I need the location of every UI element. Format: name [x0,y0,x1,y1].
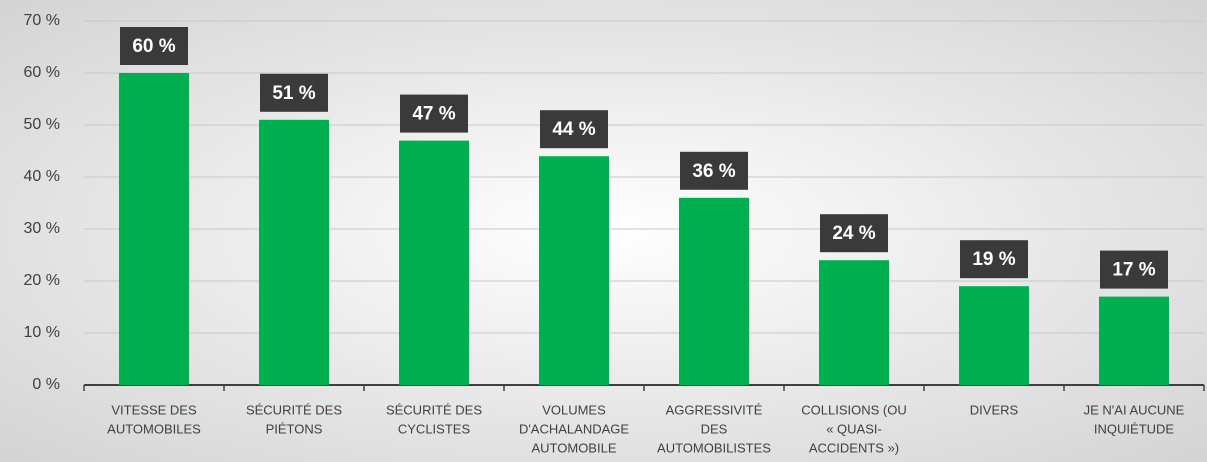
value-label: 19 % [972,249,1015,270]
value-label: 60 % [132,36,175,57]
x-tick-label: ACCIDENTS ») [809,440,899,455]
y-tick-label: 10 % [24,324,60,341]
value-label-box [1100,250,1168,289]
y-tick-label: 40 % [24,168,60,185]
bar [819,260,889,385]
x-tick-label: « QUASI- [826,421,882,436]
x-tick-label: PIÉTONS [266,421,323,436]
x-tick-label: DIVERS [970,402,1019,417]
bar [1099,296,1169,385]
x-tick-label: D'ACHALANDAGE [519,421,629,436]
y-tick-label: 70 % [24,12,60,29]
x-tick-label: AUTOMOBILISTES [657,440,771,455]
value-label: 47 % [412,104,455,125]
value-label: 51 % [272,83,315,104]
value-label-box [260,73,328,112]
y-tick-label: 60 % [24,64,60,81]
value-label: 44 % [552,119,595,140]
bar [959,286,1029,385]
value-label-box [400,94,468,133]
bar [259,119,329,386]
value-label-box [540,110,608,149]
x-tick-label: AGGRESSIVITÉ [666,402,763,417]
bar [679,197,749,385]
y-tick-label: 20 % [24,272,60,289]
x-tick-label: SÉCURITÉ DES [246,402,342,417]
y-tick-label: 50 % [24,116,60,133]
bar [119,73,189,385]
x-tick-label: VITESSE DES [111,402,197,417]
x-tick-label: JE N'AI AUCUNE [1084,402,1185,417]
x-tick-label: COLLISIONS (OU [801,402,906,417]
x-tick-label: DES [701,421,728,436]
x-tick-label: VOLUMES [542,402,606,417]
y-tick-label: 30 % [24,220,60,237]
x-tick-label: AUTOMOBILES [107,421,201,436]
y-tick-label: 0 % [32,376,60,393]
value-label-box [960,240,1028,279]
value-label: 36 % [692,161,735,182]
value-label-box [680,151,748,190]
value-label-box [120,27,188,65]
value-label: 17 % [1112,260,1155,281]
value-label: 24 % [832,223,875,244]
x-tick-label: CYCLISTES [398,421,471,436]
bar [399,140,469,385]
bar [539,156,609,385]
value-label-box [820,214,888,253]
x-tick-label: INQUIÉTUDE [1094,421,1175,436]
x-tick-label: AUTOMOBILE [531,440,616,455]
x-tick-label: SÉCURITÉ DES [386,402,482,417]
